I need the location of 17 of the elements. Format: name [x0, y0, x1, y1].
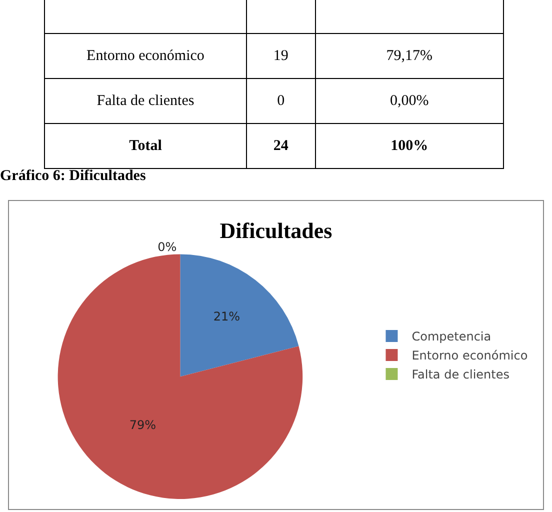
- legend-label: Falta de clientes: [412, 368, 510, 382]
- text: 0: [246, 78, 316, 124]
- text: 19: [246, 34, 316, 78]
- text: Falta de clientes: [44, 78, 246, 124]
- text: Entorno económico: [44, 34, 246, 78]
- chart-title: Dificultades: [220, 218, 333, 243]
- text: 24: [246, 124, 316, 168]
- text: 79,17%: [315, 34, 504, 78]
- text: 100%: [315, 124, 504, 168]
- data-label: 21%: [213, 310, 240, 324]
- text: 0%: [158, 240, 177, 254]
- data-label: 79%: [129, 418, 156, 432]
- text: 0,00%: [315, 78, 504, 124]
- text: Total: [44, 124, 246, 168]
- text: Gráfico 6: Dificultades: [0, 168, 146, 185]
- legend-label: Entorno económico: [412, 348, 528, 363]
- legend-label: Competencia: [412, 330, 492, 344]
